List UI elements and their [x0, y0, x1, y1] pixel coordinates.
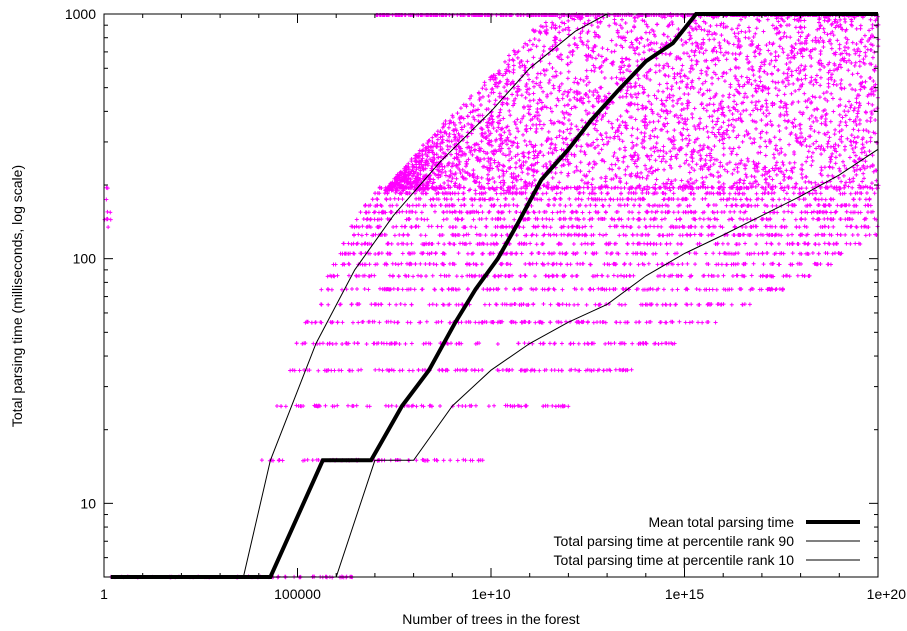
- plot-frame: [103, 13, 879, 578]
- x-tick-label: 100000: [274, 586, 321, 602]
- legend-label-p10: Total parsing time at percentile rank 10: [554, 552, 795, 568]
- x-axis-label: Number of trees in the forest: [402, 611, 580, 627]
- y-axis-label: Total parsing time (milliseconds, log sc…: [9, 165, 25, 427]
- series-line-mean: [110, 12, 878, 579]
- x-tick-label: 1e+20: [867, 586, 907, 602]
- series-line-p90: [110, 13, 878, 578]
- y-tick-label: 1000: [65, 6, 96, 22]
- series-line-p10: [110, 148, 879, 578]
- x-tick-label: 1: [100, 586, 108, 602]
- legend-label-mean: Mean total parsing time: [648, 514, 794, 530]
- axis-ticks: 1 100000 1e+10 1e+15 1e+20 10 100 1000: [65, 6, 906, 602]
- y-tick-label: 10: [80, 495, 96, 511]
- scatter-points: [102, 12, 881, 580]
- legend: Mean total parsing time Total parsing ti…: [554, 514, 860, 568]
- legend-label-p90: Total parsing time at percentile rank 90: [554, 533, 795, 549]
- y-tick-label: 100: [73, 251, 97, 267]
- x-tick-label: 1e+15: [665, 586, 705, 602]
- x-tick-label: 1e+10: [471, 586, 511, 602]
- scatter-cloud: [102, 12, 881, 580]
- series-lines: [110, 12, 879, 579]
